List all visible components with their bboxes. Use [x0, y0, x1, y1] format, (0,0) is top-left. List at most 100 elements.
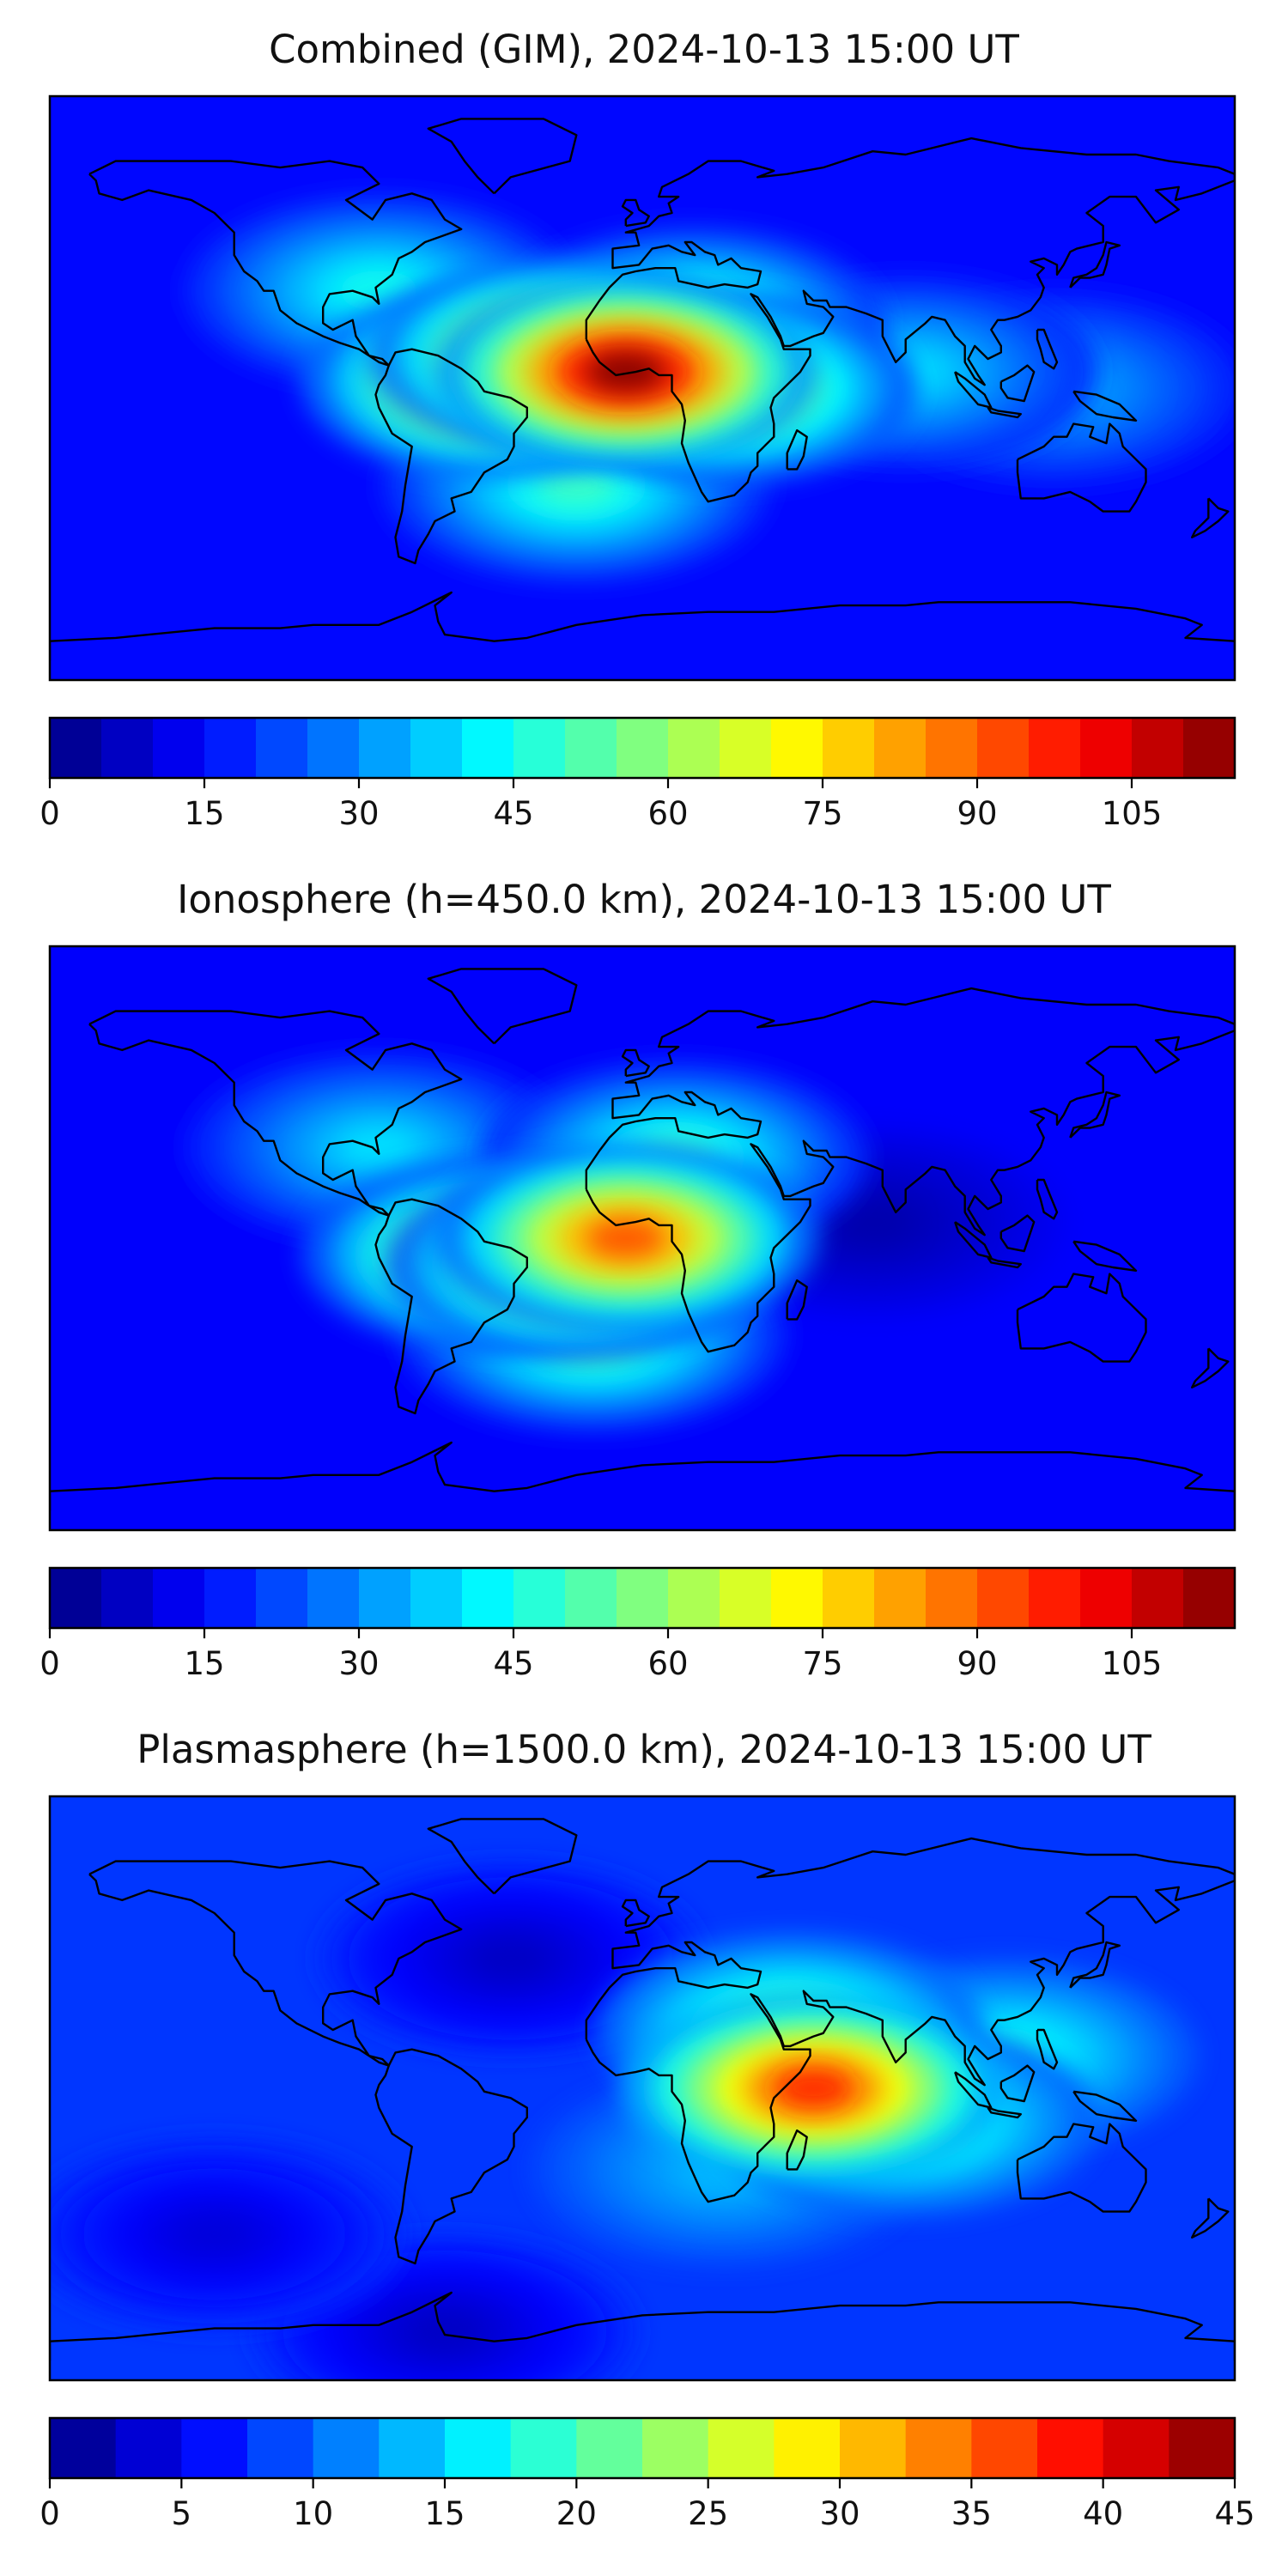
- coastline-borneo: [999, 364, 1036, 403]
- colorbar-segment: [971, 2418, 1038, 2478]
- coastlines: [50, 118, 1235, 661]
- tec-contour: [832, 1201, 914, 1242]
- colorbar-tick-label: 20: [556, 2495, 597, 2532]
- colorbar-segment: [1103, 2418, 1170, 2478]
- tec-contour: [586, 351, 666, 392]
- panel-plasmasphere: Plasmasphere (h=1500.0 km), 2024-10-13 1…: [39, 1727, 1255, 2532]
- coastlines: [50, 1818, 1235, 2361]
- coastline-java: [987, 406, 1022, 419]
- tec-map: [48, 94, 1236, 682]
- colorbar-segment: [359, 718, 411, 778]
- tec-field: [50, 946, 1235, 1530]
- colorbar-tick-label: 45: [493, 795, 533, 832]
- coastline-south-america: [374, 1198, 528, 1415]
- colorbar-segment: [977, 718, 1030, 778]
- colorbar-segment: [204, 1568, 257, 1628]
- colorbar-segment: [181, 2418, 248, 2478]
- coastline-north-america: [88, 1010, 463, 1217]
- colorbar-tick-label: 25: [688, 2495, 728, 2532]
- colorbar-segment: [462, 1568, 514, 1628]
- coastline-australia: [1016, 1273, 1147, 1363]
- colorbar-segment: [50, 2418, 117, 2478]
- coastline-java: [987, 2106, 1022, 2119]
- colorbar-segment: [359, 1568, 411, 1628]
- map-frame: [48, 1795, 1236, 2382]
- colorbar-segment: [617, 718, 669, 778]
- colorbar-segment: [462, 718, 514, 778]
- panel-ionosphere: Ionosphere (h=450.0 km), 2024-10-13 15:0…: [39, 877, 1236, 1682]
- colorbar-segment: [1132, 718, 1184, 778]
- colorbar-segment: [513, 1568, 566, 1628]
- coastline-new-zealand: [1191, 1347, 1230, 1388]
- coastline-philippines: [1036, 2028, 1059, 2070]
- colorbar-frame: [48, 1566, 1236, 1630]
- colorbar: 0 15 30 45 60 75 90 105: [39, 716, 1236, 832]
- colorbar-tick-label: 90: [957, 1645, 997, 1682]
- colorbar-segment: [410, 1568, 463, 1628]
- colorbar-segment: [1029, 1568, 1081, 1628]
- coastline-south-america: [374, 348, 528, 565]
- colorbar-tick-label: 10: [293, 2495, 333, 2532]
- colorbar-segment: [565, 1568, 617, 1628]
- colorbar-segment: [510, 2418, 577, 2478]
- coastline-japan: [1069, 1941, 1121, 1989]
- colorbar-segment: [313, 2418, 380, 2478]
- colorbar-frame: [48, 716, 1236, 780]
- colorbar-segment: [1169, 2418, 1236, 2478]
- colorbar-tick-label: 0: [39, 1645, 60, 1682]
- colorbar-tick-label: 30: [338, 795, 379, 832]
- colorbar-tick-label: 35: [951, 2495, 992, 2532]
- colorbar-segment: [774, 2418, 841, 2478]
- colorbar-segment: [153, 718, 205, 778]
- colorbar-tick-label: 0: [39, 795, 60, 832]
- colorbar-segment: [926, 1568, 978, 1628]
- colorbar-tick-label: 45: [493, 1645, 533, 1682]
- coastline-greenland: [427, 118, 578, 195]
- colorbar-tick-label: 105: [1102, 795, 1163, 832]
- coastline-new-zealand: [1191, 497, 1230, 538]
- colorbar-segment: [576, 2418, 643, 2478]
- colorbar-segment: [256, 718, 308, 778]
- tec-contour: [773, 2068, 854, 2109]
- coastline-south-america: [374, 2048, 528, 2265]
- panel-title: Plasmasphere (h=1500.0 km), 2024-10-13 1…: [137, 1727, 1151, 1772]
- colorbar-segment: [771, 1568, 823, 1628]
- colorbar-segment: [513, 718, 566, 778]
- map-frame: [48, 945, 1236, 1532]
- tec-field: [50, 96, 1235, 680]
- colorbar-segment: [771, 718, 823, 778]
- coastline-antarctica: [50, 1441, 1235, 1511]
- colorbar-segment: [720, 1568, 772, 1628]
- colorbar-segment: [1029, 718, 1081, 778]
- colorbar-tick-label: 15: [424, 2495, 465, 2532]
- coastline-australia: [1016, 2123, 1147, 2213]
- colorbar-segment: [668, 718, 720, 778]
- coastline-greenland: [427, 968, 578, 1045]
- coastline-uk: [621, 198, 650, 228]
- coastline-antarctica: [50, 2291, 1235, 2361]
- coastline-australia: [1016, 422, 1147, 513]
- colorbar-segment: [50, 1568, 102, 1628]
- colorbar-segment: [445, 2418, 512, 2478]
- colorbar-segment: [823, 1568, 875, 1628]
- panel-combined: Combined (GIM), 2024-10-13 15:00 UT 0 15 3…: [39, 27, 1236, 832]
- tec-contour: [404, 2311, 485, 2352]
- colorbar-segment: [874, 1568, 927, 1628]
- coastline-new-guinea: [1072, 2090, 1138, 2122]
- colorbar-frame: [48, 2416, 1236, 2480]
- colorbar-segment: [708, 2418, 775, 2478]
- colorbar-tick-label: 40: [1083, 2495, 1123, 2532]
- colorbar-segment: [115, 2418, 182, 2478]
- coastline-philippines: [1036, 328, 1059, 370]
- colorbar-tick-label: 60: [647, 1645, 688, 1682]
- colorbar: 0 15 30 45 60 75 90 105: [39, 1566, 1236, 1682]
- colorbar-tick-label: 15: [184, 795, 224, 832]
- colorbar-segment: [50, 718, 102, 778]
- colorbar-segment: [840, 2418, 907, 2478]
- colorbar-tick-label: 105: [1102, 1645, 1163, 1682]
- colorbar-tick-label: 60: [647, 795, 688, 832]
- colorbar-segment: [977, 1568, 1030, 1628]
- colorbar-segment: [307, 1568, 360, 1628]
- coastline-madagascar: [786, 2129, 808, 2171]
